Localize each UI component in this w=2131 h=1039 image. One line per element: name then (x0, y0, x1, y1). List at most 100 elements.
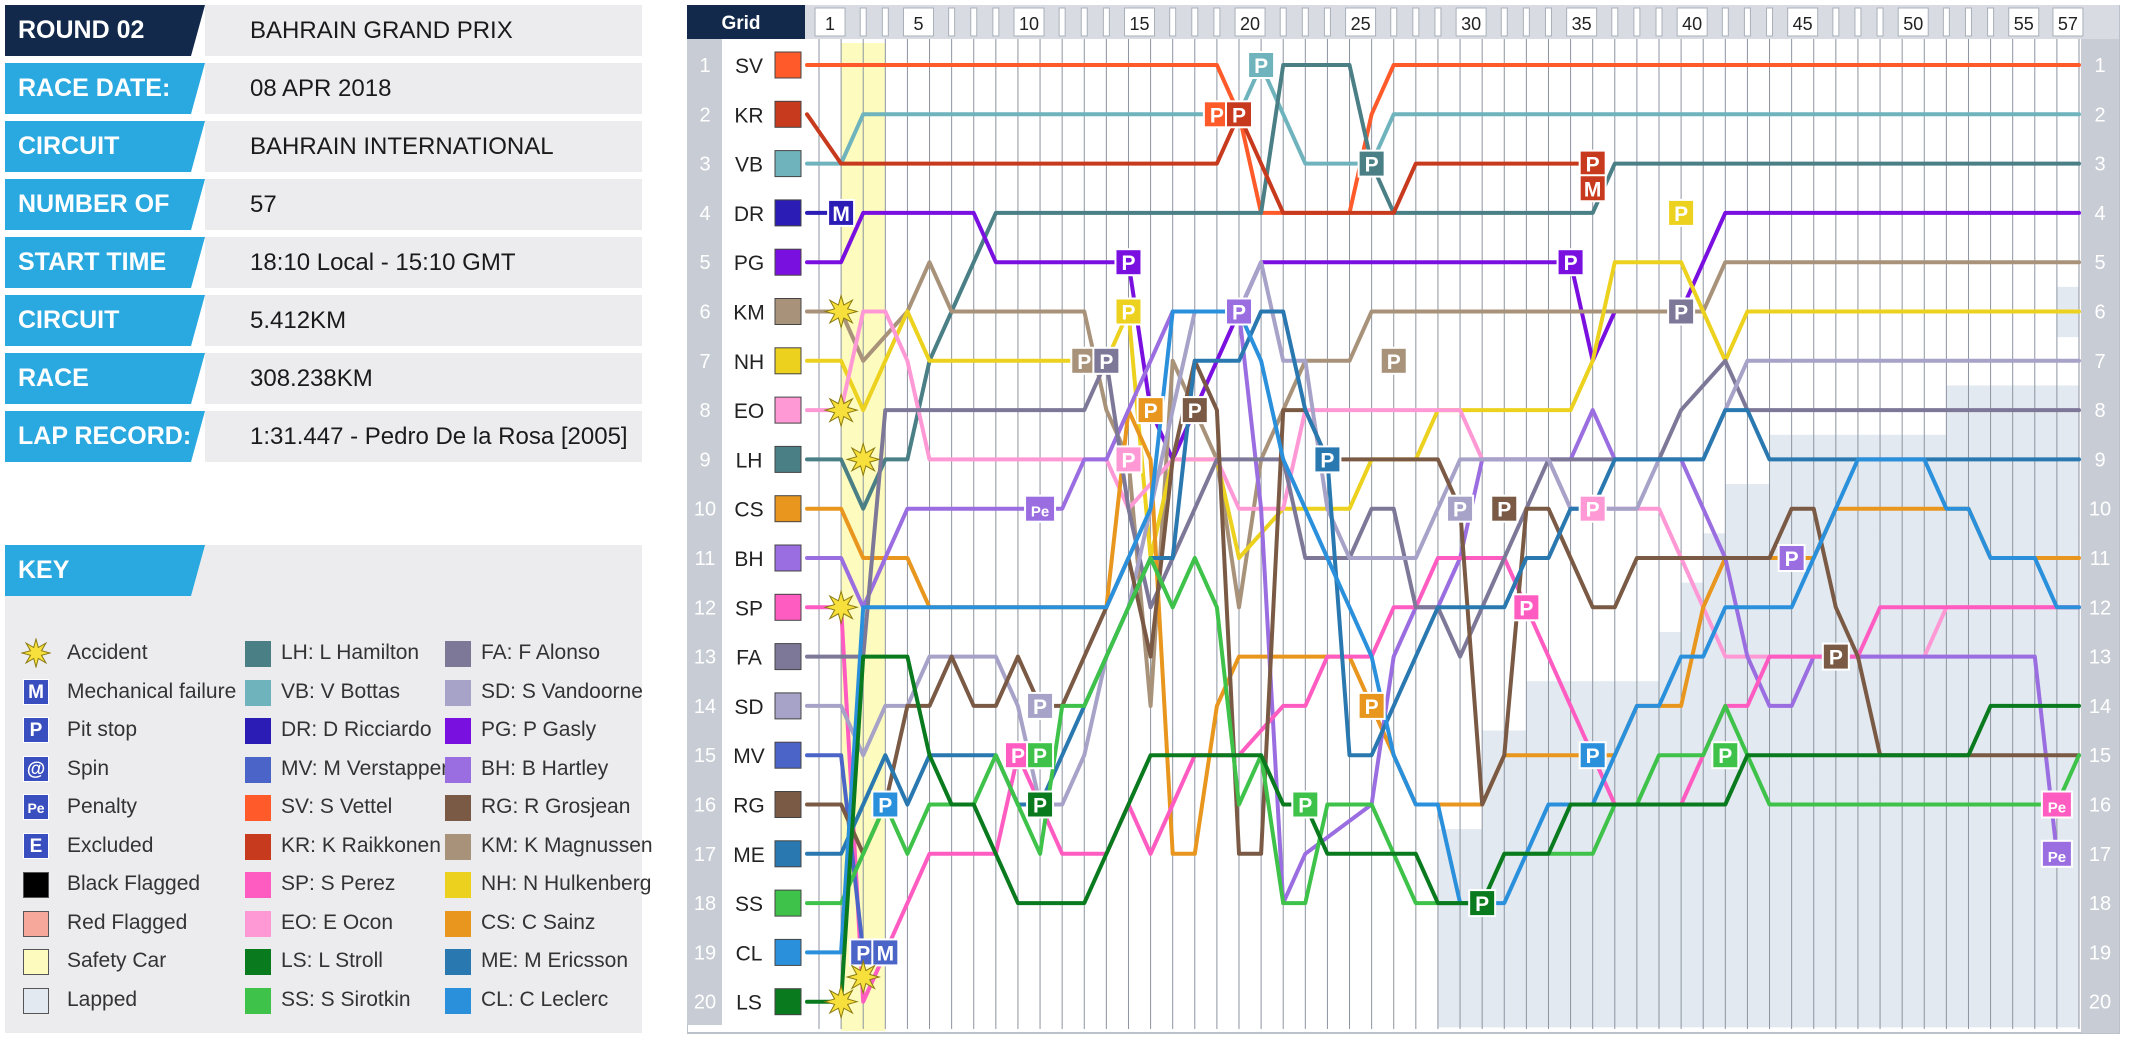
series-line-RG (805, 358, 2081, 856)
lap-tick-box (970, 7, 978, 37)
position-number-right: 4 (2094, 203, 2105, 225)
pit-stop-icon (1711, 741, 1740, 770)
grand-prix-name: BAHRAIN GRAND PRIX (205, 5, 642, 56)
race-distance-label: RACE DISTANCE: (5, 353, 205, 404)
grid-driver-swatch (774, 100, 802, 128)
position-number-left: 5 (699, 252, 710, 274)
position-number-right: 14 (2089, 696, 2111, 718)
driver-color-swatch (245, 872, 271, 898)
legend-driver-label: VB: V Bottas (281, 679, 401, 703)
driver-color-swatch (445, 795, 471, 821)
pit-stop-icon (1578, 494, 1607, 523)
position-number-left: 7 (699, 351, 710, 373)
grid-driver-swatch (774, 938, 802, 966)
position-number-left: 19 (694, 942, 716, 964)
penalty-icon (2040, 839, 2073, 868)
penalty-icon (2040, 790, 2073, 819)
event-label: P (1188, 400, 1202, 423)
position-number-right: 15 (2089, 745, 2111, 767)
grid-driver-code: SV (735, 55, 763, 78)
legend-driver-label: DR: D Ricciardo (281, 718, 432, 741)
position-number-left: 12 (694, 597, 716, 619)
info-row-round: ROUND 02 BAHRAIN GRAND PRIX (5, 5, 642, 56)
lap-label: 57 (2058, 14, 2078, 34)
lap-tick-box (1213, 7, 1221, 37)
pit-stop-icon (1578, 149, 1607, 178)
info-row-lap-record: LAP RECORD: 1:31.447 - Pedro De la Rosa … (5, 411, 642, 462)
legend: KEY Accident M Mechanical failure P Pit stop… (5, 545, 653, 1033)
lap-label-box (1455, 7, 1487, 37)
driver-color-swatch (445, 910, 471, 937)
position-number-right: 17 (2089, 844, 2111, 866)
event-label: P (1586, 745, 1600, 768)
info-row-race-date: RACE DATE: 08 APR 2018 (5, 63, 642, 114)
lap-tick-box (1434, 7, 1442, 37)
lap-label: 45 (1793, 14, 1813, 34)
accident-icon (823, 392, 859, 428)
driver-color-swatch (445, 987, 471, 1014)
event-label: P (1298, 795, 1312, 818)
legend-driver-label: ME: M Ericsson (481, 949, 629, 972)
pit-stop-icon (1092, 346, 1121, 375)
lap-label: 40 (1682, 14, 1702, 34)
grid-driver-code: SD (734, 696, 763, 719)
lap-tick-box (1279, 7, 1287, 37)
driver-color-swatch (245, 949, 271, 975)
lap-tick-box (1743, 7, 1751, 37)
legend-driver-label: PG: P Gasly (481, 718, 597, 741)
legend-driver-label: LS: L Stroll (281, 949, 383, 972)
position-number-right: 3 (2094, 154, 2105, 176)
grid-driver-code: FA (736, 647, 762, 670)
grid-driver-swatch (774, 840, 802, 868)
event-label: P (1254, 55, 1268, 78)
lap-tick-box (992, 7, 1000, 37)
position-number-right: 6 (2094, 302, 2105, 324)
accident-icon (823, 983, 859, 1020)
position-number-right: 8 (2094, 400, 2105, 422)
driver-color-swatch (245, 718, 271, 744)
accident-icon (845, 959, 882, 995)
driver-color-swatch (445, 872, 471, 898)
grid-driver-swatch (774, 445, 802, 473)
pit-stop-icon (1512, 593, 1541, 622)
round-label: ROUND 02 (5, 5, 205, 56)
position-number-left: 20 (694, 992, 716, 1014)
event-label: P (1033, 745, 1047, 768)
info-row-race-distance: RACE DISTANCE: 308.238KM (5, 353, 642, 404)
legend-item-label: Spin (67, 756, 110, 780)
position-number-left: 15 (694, 745, 716, 767)
pit-stop-icon: P (23, 717, 49, 743)
lap-tick-box (1500, 7, 1508, 37)
grid-driver-code: PG (734, 252, 764, 275)
grid-driver-code: KR (734, 104, 763, 127)
driver-color-swatch (245, 795, 271, 821)
event-label: P (1365, 154, 1379, 177)
position-number-right: 12 (2089, 597, 2111, 619)
lap-tick-box (1633, 7, 1641, 37)
lap-tick-box (1611, 7, 1619, 37)
series-line-KM (805, 260, 2081, 708)
race-date-label: RACE DATE: (5, 63, 205, 114)
event-label: P (1121, 252, 1135, 275)
lap-label-box (2008, 7, 2040, 37)
position-number-left: 8 (699, 400, 710, 422)
lap-tick-box (1412, 7, 1420, 37)
event-label: Pe (2048, 800, 2066, 817)
pit-stop-icon (1446, 494, 1475, 523)
lap-tick-box (859, 7, 867, 37)
event-label: P (1099, 351, 1113, 374)
info-row-laps: NUMBER OF LAPS: 57 (5, 179, 642, 230)
position-column-right (2081, 5, 2119, 1033)
grid-driver-swatch (774, 643, 802, 671)
legend-driver-label: KM: K Magnussen (481, 833, 653, 857)
position-number-right: 18 (2089, 893, 2111, 915)
grid-driver-code: LS (736, 992, 762, 1015)
pit-stop-icon (1667, 297, 1696, 326)
mechanical-icon (1578, 174, 1607, 203)
lap-tick-box (1080, 7, 1088, 37)
lap-label-box (1566, 7, 1598, 37)
legend-driver-label: BH: B Hartley (481, 756, 609, 780)
lap-label: 35 (1572, 14, 1592, 34)
grid-driver-swatch (774, 298, 802, 325)
legend-item-label: Red Flagged (67, 910, 188, 934)
